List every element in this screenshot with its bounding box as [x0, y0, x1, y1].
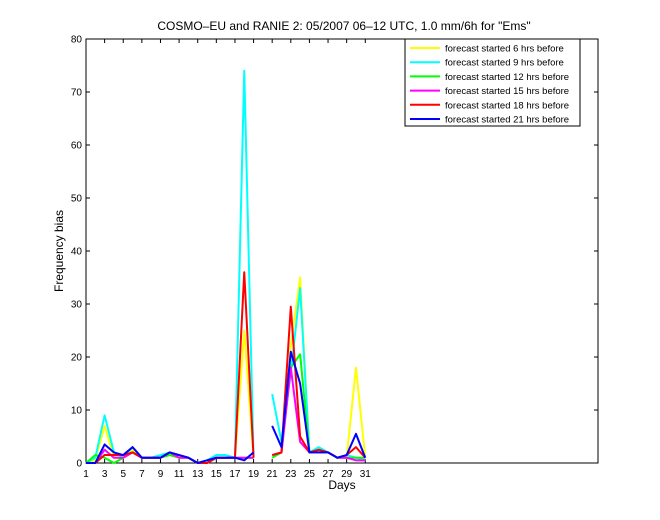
- x-tick-label: 9: [158, 469, 164, 480]
- series-line-6: [86, 350, 367, 464]
- x-tick-label: 19: [248, 469, 260, 480]
- x-tick-label: 1: [83, 469, 89, 480]
- x-tick-label: 25: [304, 469, 316, 480]
- x-tick-label: 3: [102, 469, 108, 480]
- legend-label: forecast started 18 hrs before: [445, 100, 569, 111]
- legend-label: forecast started 9 hrs before: [445, 58, 564, 69]
- x-tick-label: 21: [267, 469, 279, 480]
- y-tick-label: 80: [71, 35, 83, 46]
- legend-label: forecast started 6 hrs before: [445, 44, 564, 55]
- legend-label: forecast started 15 hrs before: [445, 86, 569, 97]
- legend-box: [404, 38, 581, 127]
- x-tick-label: 11: [174, 469, 185, 480]
- y-tick-label: 50: [71, 194, 83, 205]
- x-axis: 1 3 5 7 9 11 13 15 17 19 21 23 25 27 29 31: [83, 39, 371, 480]
- y-tick-label: 40: [71, 247, 83, 258]
- x-axis-label: Days: [328, 478, 355, 492]
- y-tick-label: 20: [71, 353, 83, 364]
- y-tick-label: 60: [71, 141, 83, 152]
- legend: forecast started 6 hrs before forecast st…: [404, 38, 581, 127]
- x-tick-label: 31: [360, 469, 372, 480]
- x-tick-label: 17: [229, 469, 241, 480]
- x-tick-label: 23: [285, 469, 297, 480]
- legend-label: forecast started 21 hrs before: [445, 115, 569, 126]
- x-tick-label: 5: [120, 469, 126, 480]
- series-group: [85, 69, 367, 464]
- y-tick-label: 30: [71, 300, 83, 311]
- y-tick-label: 10: [71, 406, 83, 417]
- y-tick-label: 0: [76, 459, 82, 470]
- x-tick-label: 15: [211, 469, 223, 480]
- x-tick-label: 7: [139, 469, 145, 480]
- legend-label: forecast started 12 hrs before: [445, 72, 569, 83]
- x-tick-label: 27: [322, 469, 334, 480]
- x-tick-label: 13: [192, 469, 204, 480]
- y-axis: 0 10 20 30 40 50 60 70 80: [71, 35, 598, 470]
- y-tick-label: 70: [71, 88, 83, 99]
- y-axis-label: Frequency bias: [52, 210, 66, 292]
- chart-title: COSMO–EU and RANIE 2: 05/2007 06–12 UTC,…: [157, 19, 530, 33]
- x-tick-label: 29: [341, 469, 353, 480]
